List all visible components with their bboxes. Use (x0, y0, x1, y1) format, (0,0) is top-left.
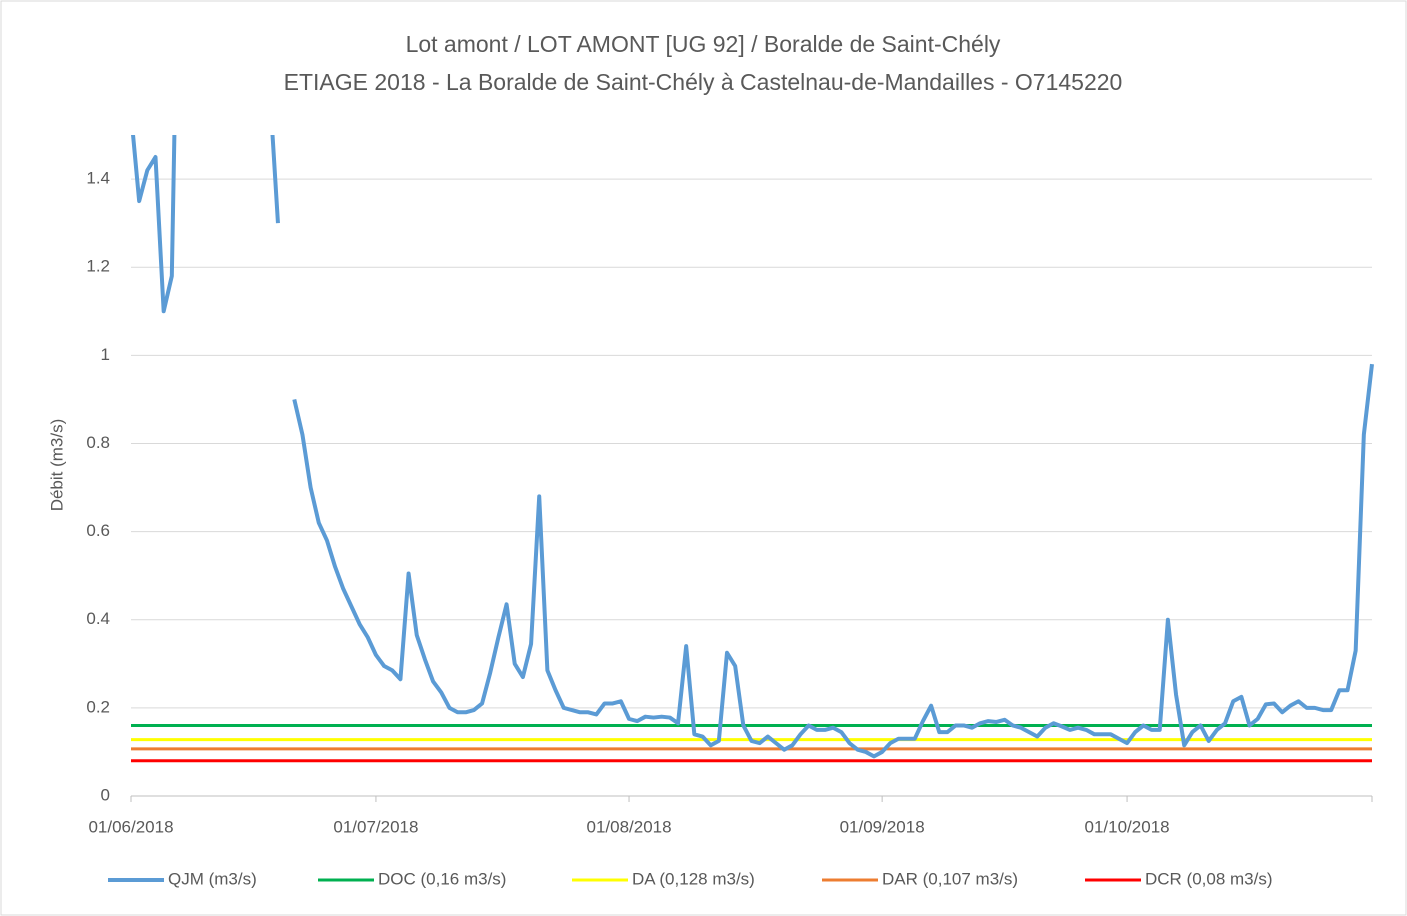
y-tick-label: 1.4 (86, 169, 110, 188)
x-tick-label: 01/09/2018 (840, 817, 925, 836)
y-tick-label: 0.8 (86, 433, 110, 452)
y-tick-label: 0 (101, 785, 110, 804)
chart-subtitle: ETIAGE 2018 - La Boralde de Saint-Chély … (284, 69, 1123, 95)
y-tick-label: 0.4 (86, 609, 110, 628)
legend-label: DA (0,128 m3/s) (632, 869, 755, 888)
y-tick-label: 1.2 (86, 257, 110, 276)
y-tick-label: 0.2 (86, 697, 110, 716)
y-axis-label: Débit (m3/s) (47, 419, 66, 512)
y-tick-label: 0.6 (86, 521, 110, 540)
x-tick-label: 01/10/2018 (1085, 817, 1170, 836)
chart-title: Lot amont / LOT AMONT [UG 92] / Boralde … (406, 31, 1001, 57)
x-tick-label: 01/07/2018 (333, 817, 418, 836)
data-line (131, 135, 1374, 759)
x-tick-label: 01/06/2018 (88, 817, 173, 836)
legend-label: QJM (m3/s) (168, 869, 257, 888)
legend-label: DAR (0,107 m3/s) (882, 869, 1018, 888)
x-tick-label: 01/08/2018 (586, 817, 671, 836)
y-tick-label: 1 (101, 345, 110, 364)
legend-label: DCR (0,08 m3/s) (1145, 869, 1273, 888)
legend-label: DOC (0,16 m3/s) (378, 869, 506, 888)
